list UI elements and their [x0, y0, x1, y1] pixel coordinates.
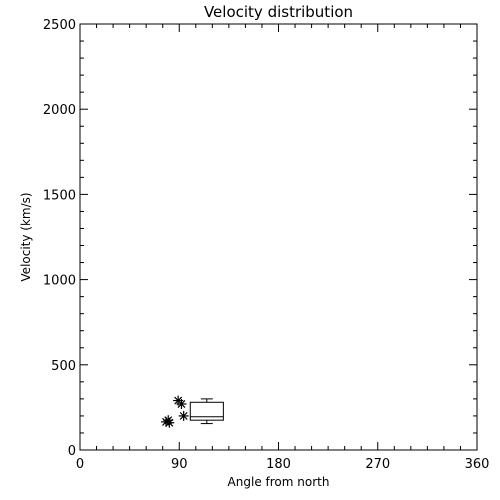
y-tick-label: 2000 [43, 103, 76, 118]
x-axis-title: Angle from north [228, 475, 330, 489]
boxplot [189, 398, 224, 425]
y-tick-label: 1000 [43, 274, 76, 289]
x-tick-label: 180 [266, 457, 291, 472]
x-tick-label: 360 [465, 457, 490, 472]
y-tick-label: 2500 [43, 18, 76, 33]
x-tick-label: 0 [76, 457, 84, 472]
axis-tick-labels: 0 90 180 270 360 0 500 1000 1500 2000 2500 [43, 18, 490, 472]
asterisk-marker [178, 410, 189, 421]
y-axis-title: Velocity (km/s) [19, 192, 33, 281]
x-tick-label: 270 [365, 457, 390, 472]
y-tick-label: 500 [51, 359, 76, 374]
y-tick-label: 1500 [43, 188, 76, 203]
y-tick-label: 0 [68, 444, 76, 459]
x-tick-label: 90 [171, 457, 188, 472]
data-points [161, 395, 189, 428]
asterisk-marker [176, 398, 187, 409]
asterisk-marker [164, 417, 175, 428]
box-iqr [189, 401, 224, 421]
axis-ticks [79, 23, 478, 451]
plot-frame [79, 23, 478, 451]
chart-title: Velocity distribution [204, 3, 353, 21]
